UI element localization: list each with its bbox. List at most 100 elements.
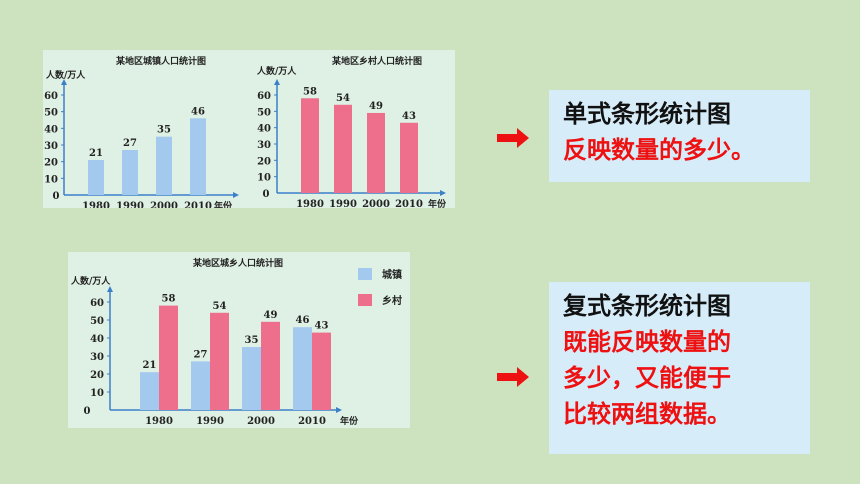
y-axis-arrowhead (61, 79, 67, 85)
note-compound-bar: 复式条形统计图 既能反映数量的 多少，又能便于 比较两组数据。 (549, 282, 810, 454)
bar (122, 150, 138, 195)
data-label: 54 (336, 93, 350, 104)
y-axis-arrowhead (107, 286, 113, 292)
data-label: 58 (162, 294, 176, 305)
y-tick-label: 0 (84, 406, 91, 417)
data-label: 21 (89, 148, 103, 159)
chart-panel-urban: 某地区城镇人口统计图人数/万人 0 10 20 30 40 50 60 年份 1980 21 1990… (43, 50, 255, 212)
bar (312, 332, 331, 410)
y-axis-label: 人数/万人 (70, 275, 111, 287)
arrow-right-icon (497, 367, 529, 387)
data-label: 58 (303, 86, 317, 97)
x-tick-label: 1990 (196, 416, 224, 427)
data-label: 35 (157, 125, 171, 136)
bar (190, 118, 206, 195)
x-axis-arrowhead (233, 192, 239, 198)
data-label: 27 (123, 138, 137, 149)
legend-label: 乡村 (382, 294, 402, 307)
y-tick-label: 30 (44, 141, 58, 152)
bar (334, 104, 352, 193)
legend-label: 城镇 (382, 268, 402, 281)
note-compound-text-1: 既能反映数量的 (563, 328, 731, 356)
y-tick-label: 40 (257, 124, 271, 135)
x-tick-label: 2000 (150, 201, 178, 208)
bar (400, 122, 418, 193)
x-tick-label: 2010 (395, 199, 423, 208)
x-tick-label: 1990 (116, 201, 144, 208)
y-tick-label: 20 (257, 156, 271, 167)
y-tick-label: 60 (44, 91, 58, 102)
y-tick-label: 50 (44, 108, 58, 119)
data-label: 43 (402, 111, 416, 122)
x-tick-label: 1980 (296, 199, 324, 208)
data-label: 27 (194, 349, 208, 360)
y-tick-label: 40 (90, 334, 104, 345)
chart-title: 某地区乡村人口统计图 (332, 55, 422, 67)
note-compound-text-3: 比较两组数据。 (563, 400, 731, 428)
bar (159, 305, 178, 410)
legend-swatch (358, 268, 372, 280)
bar (293, 327, 312, 410)
note-compound-title: 复式条形统计图 (563, 292, 731, 320)
y-tick-label: 30 (90, 352, 104, 363)
y-axis-label: 人数/万人 (45, 69, 86, 81)
y-tick-label: 50 (257, 107, 271, 118)
chart-panel-combined: 某地区城乡人口统计图人数/万人 0 10 20 30 40 50 60 年份 1980 21 58 19… (68, 252, 410, 428)
bar (140, 372, 159, 410)
x-tick-label: 1990 (329, 199, 357, 208)
note-compound-text-2: 多少，又能便于 (563, 364, 731, 392)
y-tick-label: 20 (90, 370, 104, 381)
bar (191, 361, 210, 410)
data-label: 46 (191, 106, 205, 117)
x-axis-arrowhead (440, 190, 446, 196)
x-tick-label: 1980 (145, 416, 173, 427)
data-label: 54 (213, 301, 227, 312)
x-axis-arrowhead (336, 407, 342, 413)
data-label: 49 (264, 310, 278, 321)
chart-title: 某地区城镇人口统计图 (116, 55, 206, 67)
x-tick-label: 2010 (184, 201, 212, 208)
x-tick-label: 1980 (82, 201, 110, 208)
y-axis-label: 人数/万人 (256, 65, 297, 77)
x-axis-label: 年份 (214, 200, 233, 208)
y-tick-label: 10 (44, 174, 58, 185)
bar (242, 347, 261, 410)
y-tick-label: 10 (90, 388, 104, 399)
y-tick-label: 0 (53, 191, 60, 202)
y-tick-label: 60 (257, 91, 271, 102)
y-tick-label: 30 (257, 140, 271, 151)
y-tick-label: 20 (44, 158, 58, 169)
data-label: 35 (245, 335, 259, 346)
chart-panel-rural: 某地区乡村人口统计图人数/万人 0 10 20 30 40 50 60 年份 1980 58 1990… (255, 50, 455, 210)
x-axis-label: 年份 (340, 415, 359, 427)
bar (210, 312, 229, 410)
legend-swatch (358, 294, 372, 306)
arrow-right-icon (497, 128, 529, 148)
data-label: 49 (369, 101, 383, 112)
note-single-text: 反映数量的多少。 (563, 136, 755, 164)
data-label: 46 (296, 315, 310, 326)
chart-title: 某地区城乡人口统计图 (193, 257, 283, 269)
bar (301, 98, 319, 193)
data-label: 21 (143, 360, 157, 371)
x-tick-label: 2010 (298, 416, 326, 427)
note-single-bar: 单式条形统计图 反映数量的多少。 (549, 90, 810, 182)
y-axis-arrowhead (274, 79, 280, 85)
bar (88, 160, 104, 195)
x-tick-label: 2000 (362, 199, 390, 208)
y-tick-label: 60 (90, 298, 104, 309)
bar (367, 112, 385, 193)
data-label: 43 (315, 321, 329, 332)
note-single-title: 单式条形统计图 (563, 100, 731, 128)
x-axis-label: 年份 (428, 198, 447, 208)
y-tick-label: 40 (44, 124, 58, 135)
x-tick-label: 2000 (247, 416, 275, 427)
y-tick-label: 50 (90, 316, 104, 327)
y-tick-label: 10 (257, 173, 271, 184)
bar (261, 321, 280, 410)
bar (156, 136, 172, 195)
y-tick-label: 0 (263, 189, 270, 200)
